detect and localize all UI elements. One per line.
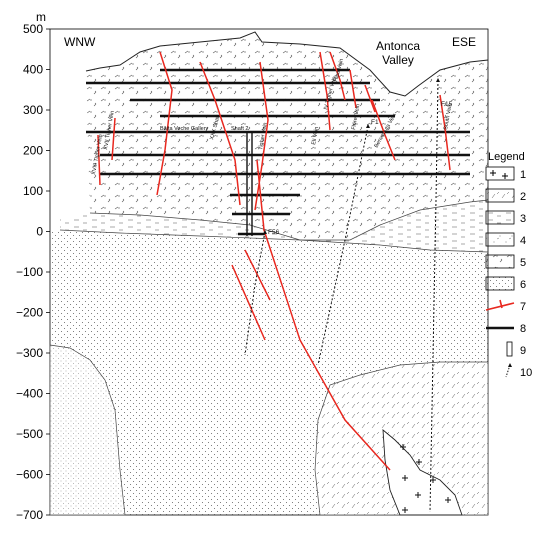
legend-item: 9 <box>506 341 526 357</box>
legend-number: 9 <box>520 345 526 357</box>
legend-swatch-crosses <box>490 170 508 179</box>
legend-number: 10 <box>520 367 532 379</box>
legend-item: 4 <box>485 232 526 247</box>
valley-label-line: Antonca <box>376 39 420 53</box>
legend-swatch <box>485 210 515 225</box>
vein-label: Tigher Vein <box>258 122 269 150</box>
vein-label: South Vein <box>443 103 454 130</box>
drillhole-label: F56 <box>268 229 280 236</box>
valley-label: Antonca Valley <box>376 39 420 67</box>
y-tick-label: −100 <box>16 265 43 279</box>
legend-swatch-arrow <box>508 363 512 367</box>
drillhole-label: F15 <box>441 101 453 108</box>
vein-label: Flörei Vein <box>351 104 361 131</box>
y-tick-label: 0 <box>36 225 43 239</box>
legend-swatch <box>485 232 515 247</box>
legend-number: 1 <box>520 169 526 181</box>
y-axis: 500 400 300 200 100 0 −100 −200 −300 −400 −500 −600… <box>16 22 50 522</box>
y-tick-label: −600 <box>16 468 43 482</box>
y-tick-label: 100 <box>23 184 43 198</box>
legend-number: 4 <box>520 235 526 247</box>
granite-intrusion <box>382 428 463 516</box>
drillhole-label: F1 <box>371 119 379 126</box>
legend-number: 3 <box>520 213 526 225</box>
legend-number: 7 <box>520 301 526 313</box>
legend-swatch <box>485 254 515 269</box>
legend-item: 5 <box>485 254 526 269</box>
legend-item: 8 <box>486 323 526 335</box>
direction-right: ESE <box>452 35 476 49</box>
topography <box>85 31 489 97</box>
legend-swatch-vein <box>485 299 515 311</box>
vein-label: Băiţa Veche Gallery <box>160 126 209 132</box>
vein-label: Eli Vein <box>311 126 320 145</box>
legend-item: 1 <box>485 166 526 181</box>
veins <box>97 51 451 471</box>
drillholes <box>244 79 439 513</box>
y-tick-label: 300 <box>23 103 43 117</box>
legend-swatch-shaft <box>506 341 513 357</box>
vein-label: Shaft 2 <box>231 126 248 132</box>
y-tick-label: 200 <box>23 144 43 158</box>
direction-left: WNW <box>64 35 96 49</box>
legend-item: 2 <box>485 188 526 203</box>
legend-swatch <box>485 276 515 291</box>
y-tick-label: −300 <box>16 346 43 360</box>
legend-number: 2 <box>520 191 526 203</box>
sedimentary-layer <box>60 200 488 252</box>
shaft-2 <box>246 132 253 236</box>
y-tick-label: −400 <box>16 387 43 401</box>
legend-item: 10 <box>505 363 532 379</box>
legend-item: 6 <box>485 276 526 291</box>
vein-label: Hiba Vein <box>333 58 345 82</box>
legend-number: 5 <box>520 257 526 269</box>
legend-title: Legend <box>488 151 525 163</box>
granite-crosses <box>400 444 451 513</box>
valley-label-line: Valley <box>382 53 414 67</box>
legend-item: 7 <box>485 299 526 313</box>
legend: 1 2 3 4 5 6 7 8 9 10 <box>485 166 532 379</box>
y-tick-label: −700 <box>16 508 43 522</box>
legend-number: 8 <box>520 323 526 335</box>
y-tick-label: −500 <box>16 427 43 441</box>
legend-swatch <box>485 188 515 203</box>
y-axis-unit: m <box>36 10 46 24</box>
y-tick-label: 500 <box>23 22 43 36</box>
legend-item: 3 <box>485 210 526 225</box>
legend-swatch-drillhole <box>505 364 511 378</box>
y-tick-label: −200 <box>16 306 43 320</box>
y-tick-label: 400 <box>23 63 43 77</box>
legend-number: 6 <box>520 279 526 291</box>
